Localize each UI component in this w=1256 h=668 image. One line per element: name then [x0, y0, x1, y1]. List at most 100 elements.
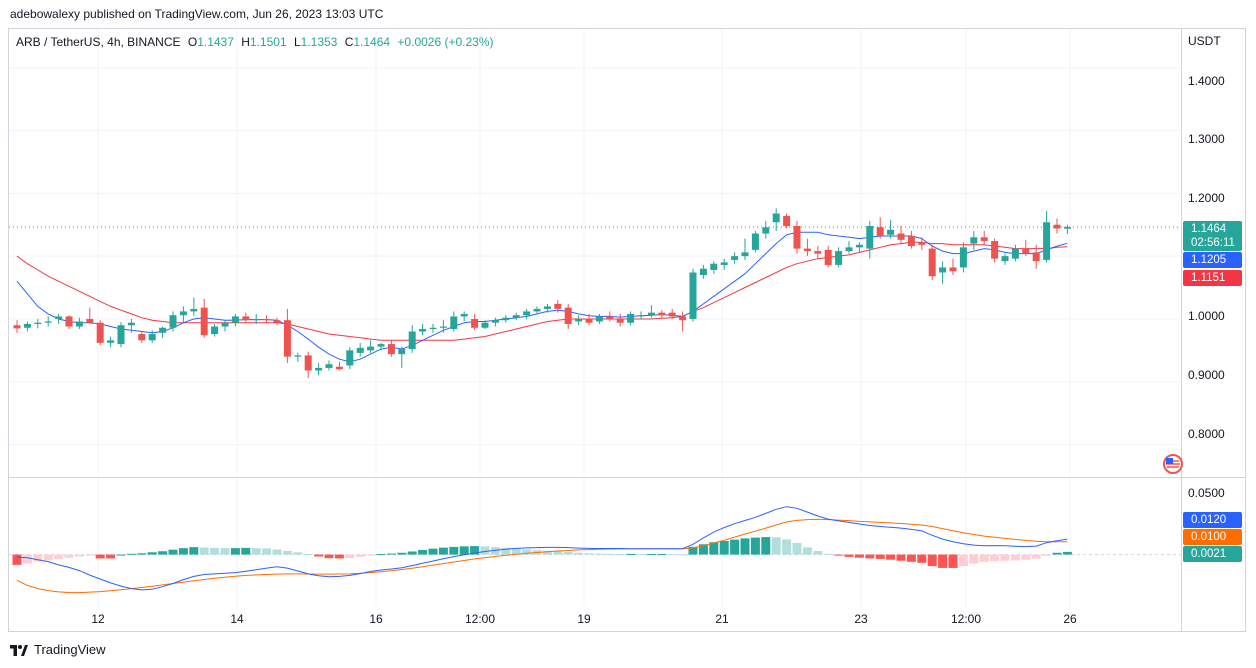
macd-histogram-bar — [865, 554, 875, 559]
candle-down — [814, 251, 822, 254]
candle-down — [783, 215, 791, 226]
change-value: +0.0026 (+0.23%) — [397, 35, 494, 49]
candle-up — [325, 364, 333, 368]
candle-down — [668, 312, 676, 317]
chart-frame[interactable] — [8, 28, 1246, 632]
macd-histogram-bar — [314, 554, 324, 557]
candle-down — [554, 303, 562, 309]
candle-down — [242, 316, 250, 321]
candle-up — [866, 225, 874, 249]
candle-down — [949, 267, 957, 272]
macd-histogram-bar — [667, 554, 677, 556]
candle-down — [273, 320, 281, 323]
macd-histogram-bar — [293, 552, 303, 555]
macd-histogram-bar — [272, 549, 282, 555]
macd-histogram-bar — [823, 553, 833, 555]
macd-histogram-bar — [470, 546, 480, 555]
candle-up — [460, 313, 468, 317]
candle-up — [148, 334, 156, 341]
macd-histogram-bar — [178, 548, 188, 555]
macd-histogram-bar — [480, 546, 490, 555]
candle-up — [34, 322, 42, 324]
macd-histogram-bar — [844, 554, 854, 557]
macd-histogram-bar — [251, 548, 261, 555]
candle-up — [23, 323, 31, 328]
macd-histogram-bar — [407, 551, 417, 555]
macd-histogram-bar — [927, 554, 937, 567]
price-tick: 0.9000 — [1188, 368, 1225, 382]
candle-up — [450, 316, 458, 330]
macd-histogram-bar — [553, 551, 563, 555]
macd-histogram-bar — [324, 554, 334, 559]
candle-up — [252, 318, 260, 321]
candle-down — [803, 248, 811, 252]
macd-histogram-bar — [615, 553, 625, 555]
candle-down — [793, 225, 801, 249]
symbol-name[interactable]: ARB / TetherUS, 4h, BINANCE — [16, 35, 181, 49]
candle-up — [647, 312, 655, 316]
macd-histogram-bar — [334, 554, 344, 559]
candle-up — [689, 272, 697, 319]
macd-histogram-bar — [386, 553, 396, 555]
macd-histogram-bar — [605, 553, 615, 555]
time-label: 26 — [1063, 612, 1077, 626]
macd-histogram-bar — [1062, 551, 1072, 555]
ma-fast-tag: 1.1205 — [1183, 252, 1242, 268]
candle-down — [918, 242, 926, 245]
symbol-legend: ARB / TetherUS, 4h, BINANCE O1.1437 H1.1… — [16, 35, 498, 49]
macd-histogram-bar — [428, 548, 438, 555]
macd-histogram-bar — [896, 554, 906, 561]
candle-up — [855, 244, 863, 248]
candle-up — [1063, 226, 1071, 229]
macd-histogram-bar — [584, 553, 594, 555]
macd-histogram-bar — [678, 554, 688, 556]
macd-histogram-bar — [438, 547, 448, 555]
macd-histogram-bar — [199, 547, 209, 555]
candle-up — [367, 346, 375, 351]
pane-separator[interactable] — [8, 477, 1246, 478]
candle-up — [481, 322, 489, 328]
macd-histogram-bar — [990, 554, 1000, 561]
candle-up — [190, 308, 198, 312]
candle-up — [117, 325, 125, 345]
candle-up — [845, 247, 853, 252]
time-label: 14 — [230, 612, 244, 626]
macd-value-tag: 0.0120 — [1183, 512, 1242, 528]
candle-up — [107, 340, 115, 343]
low-key: L — [293, 35, 301, 49]
price-tick: 1.2000 — [1188, 191, 1225, 205]
candle-down — [263, 318, 271, 321]
candle-up — [699, 268, 707, 275]
macd-histogram-bar — [740, 538, 750, 555]
candle-up — [710, 263, 718, 270]
candle-down — [13, 325, 21, 329]
candle-up — [627, 313, 635, 323]
time-label: 12 — [91, 612, 105, 626]
macd-histogram-bar — [116, 554, 126, 556]
macd-histogram-bar — [54, 554, 64, 560]
candle-up — [533, 308, 541, 312]
macd-histogram-bar — [126, 553, 136, 555]
macd-histogram-bar — [636, 554, 646, 556]
candle-up — [835, 251, 843, 265]
macd-histogram-bar — [969, 554, 979, 564]
macd-histogram-bar — [646, 554, 656, 556]
candle-down — [980, 237, 988, 242]
macd-histogram-bar — [563, 552, 573, 555]
ma-slow-tag: 1.1151 — [1183, 270, 1242, 286]
macd-histogram-bar — [709, 542, 719, 555]
candle-down — [564, 307, 572, 324]
candle-up — [741, 252, 749, 257]
open-key: O — [187, 35, 198, 49]
candle-up — [75, 321, 83, 327]
us-flag-icon[interactable] — [1162, 453, 1184, 475]
macd-histogram-bar — [875, 554, 885, 559]
tradingview-brand[interactable]: TradingView — [10, 642, 106, 657]
macd-histogram-bar — [979, 554, 989, 562]
macd-histogram-bar — [1000, 554, 1010, 561]
signal-value-tag: 0.0100 — [1183, 529, 1242, 545]
macd-histogram-bar — [501, 547, 511, 555]
macd-histogram-bar — [958, 554, 968, 567]
candle-down — [1022, 248, 1030, 254]
